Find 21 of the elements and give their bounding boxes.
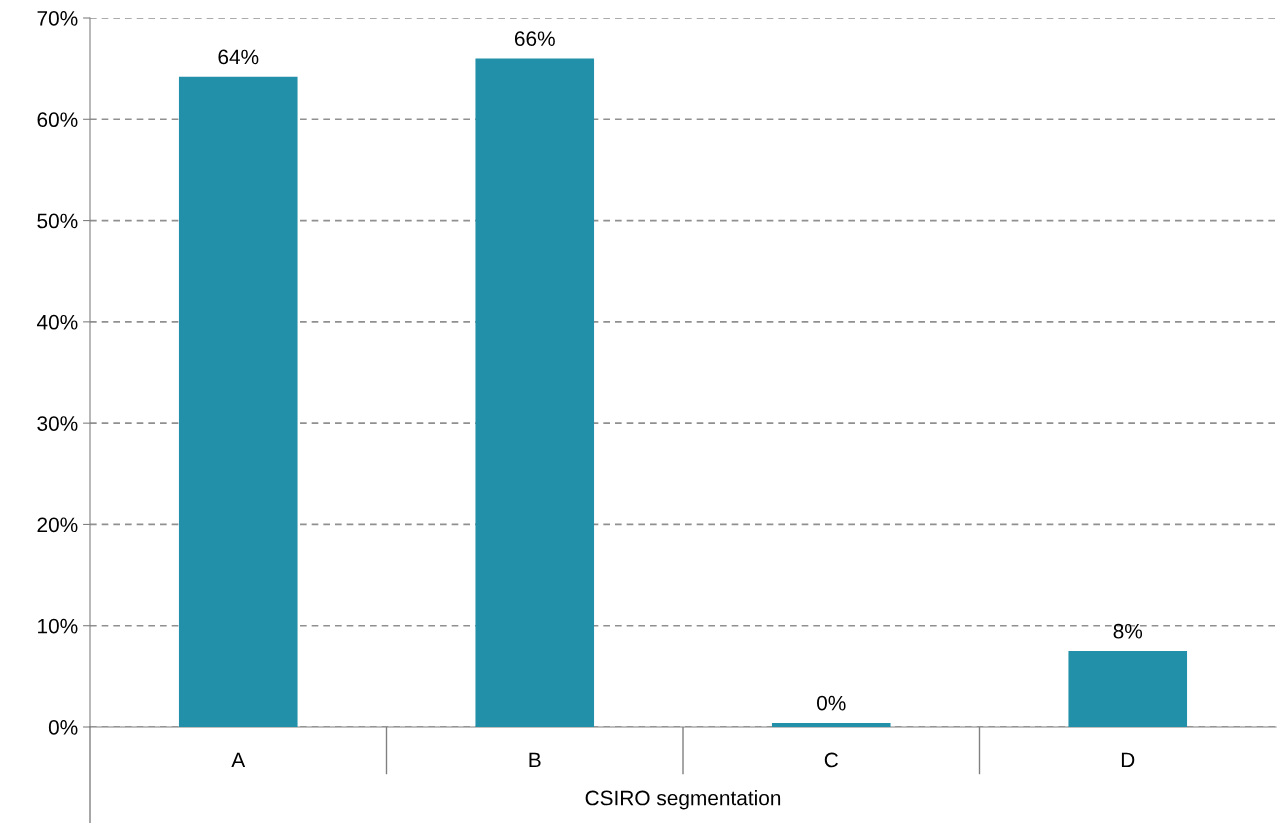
- x-tick-label: D: [1121, 752, 1135, 768]
- bar: [475, 58, 595, 727]
- y-tick-label: 40%: [36, 314, 78, 330]
- bar: [771, 722, 891, 727]
- y-tick-label: 70%: [37, 11, 78, 26]
- x-tick-label: C: [824, 752, 838, 768]
- bar: [1068, 651, 1188, 727]
- bar: [178, 76, 298, 727]
- x-axis-title: CSIRO segmentation: [585, 790, 781, 810]
- data-label: 0%: [817, 695, 846, 711]
- y-tick-label: 30%: [37, 416, 78, 431]
- y-tick-label: 60%: [37, 112, 78, 128]
- y-tick-label: 20%: [37, 517, 78, 533]
- data-label: 8%: [1113, 623, 1143, 639]
- x-tick-label: B: [529, 752, 541, 768]
- x-tick-label: A: [231, 752, 246, 768]
- y-tick-label: 10%: [38, 618, 78, 634]
- y-tick-label: 0%: [48, 720, 78, 735]
- y-tick-label: 50%: [37, 213, 78, 229]
- data-label: 64%: [218, 49, 259, 65]
- data-label: 66%: [514, 31, 555, 47]
